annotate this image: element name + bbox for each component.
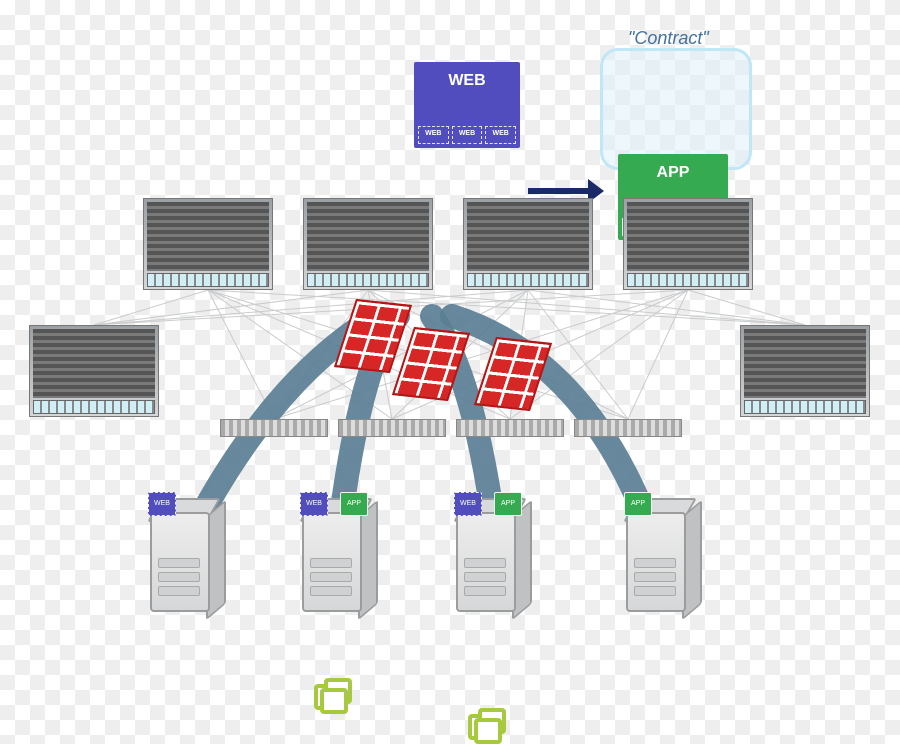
server — [618, 498, 698, 618]
flow-arrowheads — [154, 516, 679, 561]
leaf-switch-1u — [220, 419, 328, 437]
spine-switch — [623, 198, 753, 290]
app-tag: APP — [494, 492, 522, 516]
spine-switch — [463, 198, 593, 290]
vm-icon — [314, 678, 348, 708]
leaf-switch — [29, 325, 159, 417]
web-tag: WEB — [300, 492, 328, 516]
server — [294, 498, 374, 618]
leaf-switch-1u — [574, 419, 682, 437]
web-tag: WEB — [148, 492, 176, 516]
leaf-switch — [740, 325, 870, 417]
app-tag: APP — [340, 492, 368, 516]
app-tag: APP — [624, 492, 652, 516]
spine-switch — [303, 198, 433, 290]
vm-icon — [468, 708, 502, 738]
server — [448, 498, 528, 618]
web-tag: WEB — [454, 492, 482, 516]
server — [142, 498, 222, 618]
leaf-switch-1u — [338, 419, 446, 437]
spine-switch — [143, 198, 273, 290]
leaf-switch-1u — [456, 419, 564, 437]
